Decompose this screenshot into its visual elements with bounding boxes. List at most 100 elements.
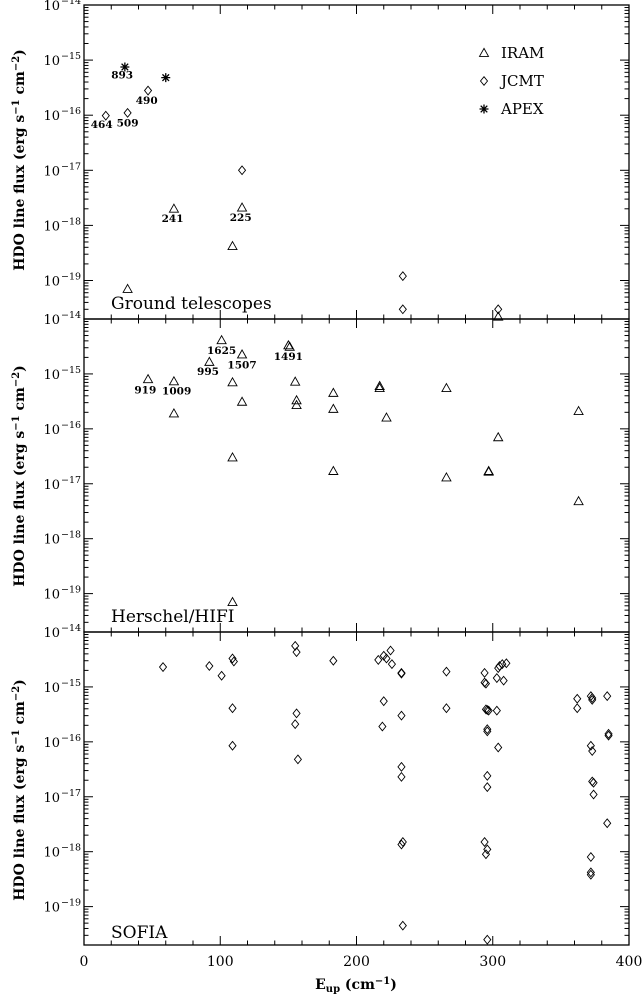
y-tick-exponent: −16	[61, 733, 81, 744]
panel-title: Herschel/HIFI	[111, 607, 234, 627]
plot-frame	[83, 631, 630, 946]
x-tick-label: 0	[80, 954, 89, 970]
data-point-triangle	[227, 452, 238, 462]
y-axis-label: HDO line flux (erg s−1 cm−2)	[11, 49, 28, 271]
y-tick-label: 10	[43, 533, 60, 548]
data-point-triangle	[493, 432, 504, 442]
data-point-triangle	[328, 387, 339, 397]
data-point-diamond	[397, 710, 406, 721]
data-point-diamond	[228, 703, 237, 713]
data-point-diamond	[398, 271, 407, 281]
x-tick-label: 200	[343, 954, 370, 970]
data-point-triangle	[122, 283, 133, 293]
y-axis-label: HDO line flux (erg s−1 cm−2)	[11, 365, 28, 587]
y-tick-exponent: −18	[61, 843, 81, 854]
data-point-diamond	[499, 675, 508, 686]
data-point-diamond	[442, 703, 451, 713]
data-point-triangle	[381, 412, 392, 422]
data-point-diamond	[159, 662, 167, 672]
data-point-diamond	[586, 852, 595, 862]
annotations: 893 490 464 509 241 225	[91, 70, 252, 225]
point-annotation: 1507	[227, 360, 256, 372]
data-point-diamond	[397, 762, 406, 772]
x-axis-label: Eup (cm−1)	[315, 976, 397, 995]
y-tick-exponent: −16	[61, 420, 81, 431]
data-point-triangle	[573, 406, 584, 415]
data-point-diamond	[483, 934, 492, 945]
data-point-triangle	[441, 383, 452, 393]
data-point-triangle	[216, 335, 227, 345]
data-point-diamond	[573, 703, 582, 713]
y-tick-label: 10	[43, 368, 60, 383]
y-tick-exponent: −19	[61, 898, 81, 909]
point-annotation: 1009	[162, 386, 191, 398]
y-tick-exponent: −18	[61, 216, 81, 227]
data-point-diamond	[492, 673, 501, 683]
legend-entry-iram: IRAM	[479, 44, 544, 62]
data-point-diamond	[144, 85, 152, 96]
data-point-triangle	[168, 376, 179, 386]
data-point-diamond	[228, 740, 237, 751]
data-point-triangle	[143, 374, 153, 384]
data-point-diamond	[293, 754, 302, 765]
data-point-triangle	[328, 466, 339, 475]
legend: IRAM JCMT APEX	[478, 44, 544, 118]
y-tick-exponent: −17	[61, 788, 81, 799]
x-tick-label: 100	[207, 954, 234, 970]
data-point-triangle	[204, 356, 215, 366]
y-tick-label: 10	[43, 219, 60, 234]
data-point-diamond	[379, 696, 388, 706]
y-tick-exponent: −14	[61, 0, 81, 7]
data-point-diamond	[398, 304, 407, 315]
y-tick-label: 10	[43, 164, 60, 179]
x-tick-label: 400	[616, 954, 643, 970]
legend-label-iram: IRAM	[501, 44, 544, 62]
data-point-triangle	[168, 408, 179, 418]
y-axis-label: HDO line flux (erg s−1 cm−2)	[11, 679, 28, 901]
point-annotation: 893	[111, 70, 133, 82]
data-point-triangle	[237, 202, 248, 212]
data-point-triangle	[328, 403, 339, 413]
point-annotation: 1491	[274, 351, 303, 363]
y-tick-exponent: −14	[61, 310, 81, 321]
data-point-diamond	[603, 818, 612, 828]
point-annotation: 225	[230, 212, 252, 224]
y-tick-label: 10	[43, 313, 60, 328]
y-tick-exponent: −15	[61, 51, 81, 62]
y-tick-label: 10	[43, 588, 60, 603]
data-point-triangle	[227, 377, 238, 387]
data-point-diamond	[586, 691, 595, 701]
y-tick-exponent: −19	[61, 585, 81, 596]
data-point-diamond	[494, 742, 503, 753]
y-tick-label: 10	[43, 0, 60, 14]
panel-title: Ground telescopes	[111, 294, 272, 314]
data-point-diamond	[397, 772, 406, 782]
data-point-star	[160, 72, 171, 83]
annotations: 1625 1491 995 1507 919 1009	[134, 345, 303, 398]
point-annotation: 919	[134, 385, 156, 397]
point-annotation: 241	[162, 213, 184, 225]
y-tick-label: 10	[43, 626, 60, 641]
y-tick-label: 10	[43, 901, 60, 916]
data-point-triangle	[237, 349, 248, 359]
point-annotation: 995	[197, 366, 219, 378]
point-annotation: 464	[91, 119, 113, 131]
data-point-diamond	[483, 771, 492, 781]
data-point-diamond	[387, 659, 396, 669]
y-tick-label: 10	[43, 423, 60, 438]
data-point-diamond	[378, 721, 387, 732]
panel-title: SOFIA	[111, 923, 168, 943]
data-point-diamond	[588, 776, 597, 787]
y-tick-exponent: −14	[61, 623, 81, 634]
star-icon	[478, 103, 490, 115]
legend-entry-apex: APEX	[478, 100, 544, 118]
y-tick-label: 10	[43, 681, 60, 696]
data-point-diamond	[442, 666, 451, 677]
y-tick-exponent: −17	[61, 475, 81, 486]
data-point-diamond	[492, 705, 501, 716]
data-point-diamond	[386, 645, 395, 656]
